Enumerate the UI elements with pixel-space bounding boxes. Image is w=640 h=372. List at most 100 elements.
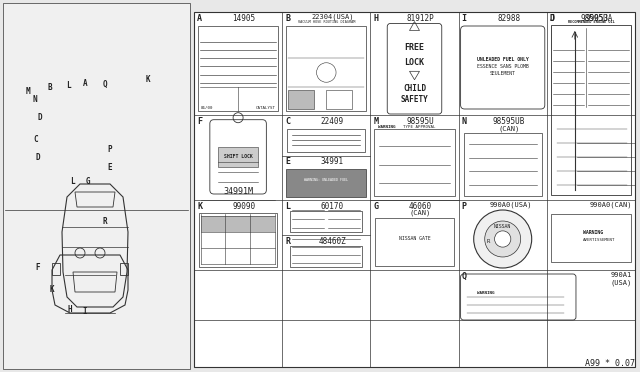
Text: P: P bbox=[461, 202, 467, 211]
Text: 82988: 82988 bbox=[497, 14, 520, 23]
Text: TYPE APPROVAL: TYPE APPROVAL bbox=[403, 125, 436, 129]
Text: 81912P: 81912P bbox=[406, 14, 435, 23]
Text: K: K bbox=[50, 285, 54, 295]
Bar bbox=[286, 26, 366, 111]
Text: G: G bbox=[86, 177, 90, 186]
FancyBboxPatch shape bbox=[461, 26, 545, 109]
Text: VACUUM HOSE ROUTING DIAGRAM: VACUUM HOSE ROUTING DIAGRAM bbox=[298, 20, 355, 24]
FancyBboxPatch shape bbox=[461, 274, 576, 320]
Text: 990A0(USA): 990A0(USA) bbox=[490, 202, 532, 208]
Text: L: L bbox=[66, 81, 70, 90]
Text: C: C bbox=[285, 117, 290, 126]
Bar bbox=[3, 3, 190, 369]
Text: AVERTISSEMENT: AVERTISSEMENT bbox=[583, 238, 616, 242]
Text: G: G bbox=[373, 202, 378, 211]
Text: (CAN): (CAN) bbox=[498, 125, 519, 131]
Text: R: R bbox=[486, 240, 490, 244]
Circle shape bbox=[474, 210, 532, 268]
Bar bbox=[326, 90, 352, 109]
Bar bbox=[287, 129, 365, 151]
Text: SEULEMENT: SEULEMENT bbox=[490, 71, 516, 76]
Text: A: A bbox=[83, 80, 87, 89]
Text: 22409: 22409 bbox=[321, 117, 344, 126]
Text: WARNING: WARNING bbox=[583, 231, 603, 235]
Text: 34991M: 34991M bbox=[223, 187, 253, 196]
Bar bbox=[194, 12, 635, 367]
Text: I: I bbox=[83, 308, 87, 317]
Text: 60170: 60170 bbox=[321, 202, 344, 211]
Text: F: F bbox=[36, 263, 40, 273]
Bar bbox=[201, 216, 275, 232]
Text: E: E bbox=[285, 157, 290, 167]
Text: I: I bbox=[461, 14, 467, 23]
Text: A: A bbox=[197, 14, 202, 23]
Text: 86/00: 86/00 bbox=[201, 106, 214, 110]
Text: R: R bbox=[285, 237, 290, 246]
Text: B: B bbox=[48, 83, 52, 93]
Circle shape bbox=[495, 231, 511, 247]
Text: C: C bbox=[34, 135, 38, 144]
Text: H: H bbox=[373, 14, 378, 23]
Text: 98595U: 98595U bbox=[406, 117, 435, 126]
Bar bbox=[290, 246, 362, 267]
Text: 990A0(CAN): 990A0(CAN) bbox=[589, 202, 632, 208]
Text: RECOMMENDED ENGINE OIL: RECOMMENDED ENGINE OIL bbox=[568, 20, 614, 24]
Text: 990A1
(USA): 990A1 (USA) bbox=[611, 272, 632, 285]
Text: SHIFT LOCK: SHIFT LOCK bbox=[224, 154, 252, 159]
Bar bbox=[551, 25, 631, 195]
FancyBboxPatch shape bbox=[387, 23, 442, 114]
Text: N: N bbox=[461, 117, 467, 126]
Text: E: E bbox=[108, 164, 112, 173]
Text: 14905: 14905 bbox=[232, 14, 255, 23]
Text: WARNING: WARNING bbox=[477, 291, 494, 295]
Text: 98595UA: 98595UA bbox=[580, 14, 613, 23]
Bar bbox=[463, 133, 542, 196]
Bar bbox=[374, 129, 454, 196]
Text: 98595UB: 98595UB bbox=[493, 117, 525, 126]
Text: 22304(USA): 22304(USA) bbox=[311, 14, 353, 20]
Text: J: J bbox=[550, 14, 555, 23]
Text: K: K bbox=[197, 202, 202, 211]
Text: CHILD: CHILD bbox=[403, 84, 426, 93]
Text: 46060: 46060 bbox=[409, 202, 432, 211]
Bar bbox=[198, 26, 278, 111]
Text: L: L bbox=[285, 202, 290, 211]
Bar bbox=[288, 90, 314, 109]
Bar bbox=[290, 211, 362, 232]
Text: F: F bbox=[197, 117, 202, 126]
Bar bbox=[218, 147, 259, 167]
Text: P: P bbox=[108, 145, 112, 154]
Text: N: N bbox=[33, 96, 37, 105]
FancyBboxPatch shape bbox=[210, 120, 266, 194]
Text: B: B bbox=[285, 14, 290, 23]
Text: K: K bbox=[146, 76, 150, 84]
Text: L: L bbox=[70, 177, 74, 186]
Text: NISSAN GATE: NISSAN GATE bbox=[399, 237, 430, 241]
Text: CATALYST: CATALYST bbox=[256, 106, 276, 110]
Text: R: R bbox=[102, 218, 108, 227]
Circle shape bbox=[484, 221, 521, 257]
Bar bbox=[52, 263, 60, 275]
Text: UNLEADED FUEL ONLY: UNLEADED FUEL ONLY bbox=[477, 57, 529, 62]
Text: 99053: 99053 bbox=[586, 14, 609, 23]
Bar bbox=[551, 26, 631, 109]
Text: SAFETY: SAFETY bbox=[401, 95, 428, 104]
Text: 34991: 34991 bbox=[321, 157, 344, 167]
Text: WARNING: WARNING bbox=[378, 125, 396, 129]
Text: LOCK: LOCK bbox=[404, 58, 424, 67]
Text: D: D bbox=[36, 154, 40, 163]
Bar bbox=[120, 263, 128, 275]
Bar bbox=[376, 218, 454, 266]
Text: A99 * 0.07: A99 * 0.07 bbox=[585, 359, 635, 368]
Text: H: H bbox=[68, 305, 72, 314]
Text: M: M bbox=[26, 87, 30, 96]
Text: Q: Q bbox=[461, 272, 467, 281]
Bar bbox=[551, 214, 631, 262]
Bar bbox=[286, 169, 366, 197]
Text: Q: Q bbox=[102, 80, 108, 89]
Text: D: D bbox=[38, 113, 42, 122]
Text: WARNING: UNLEADED FUEL: WARNING: UNLEADED FUEL bbox=[304, 178, 348, 182]
Text: 48460Z: 48460Z bbox=[319, 237, 346, 246]
Text: NISSAN: NISSAN bbox=[494, 224, 511, 229]
Text: D: D bbox=[550, 14, 555, 23]
